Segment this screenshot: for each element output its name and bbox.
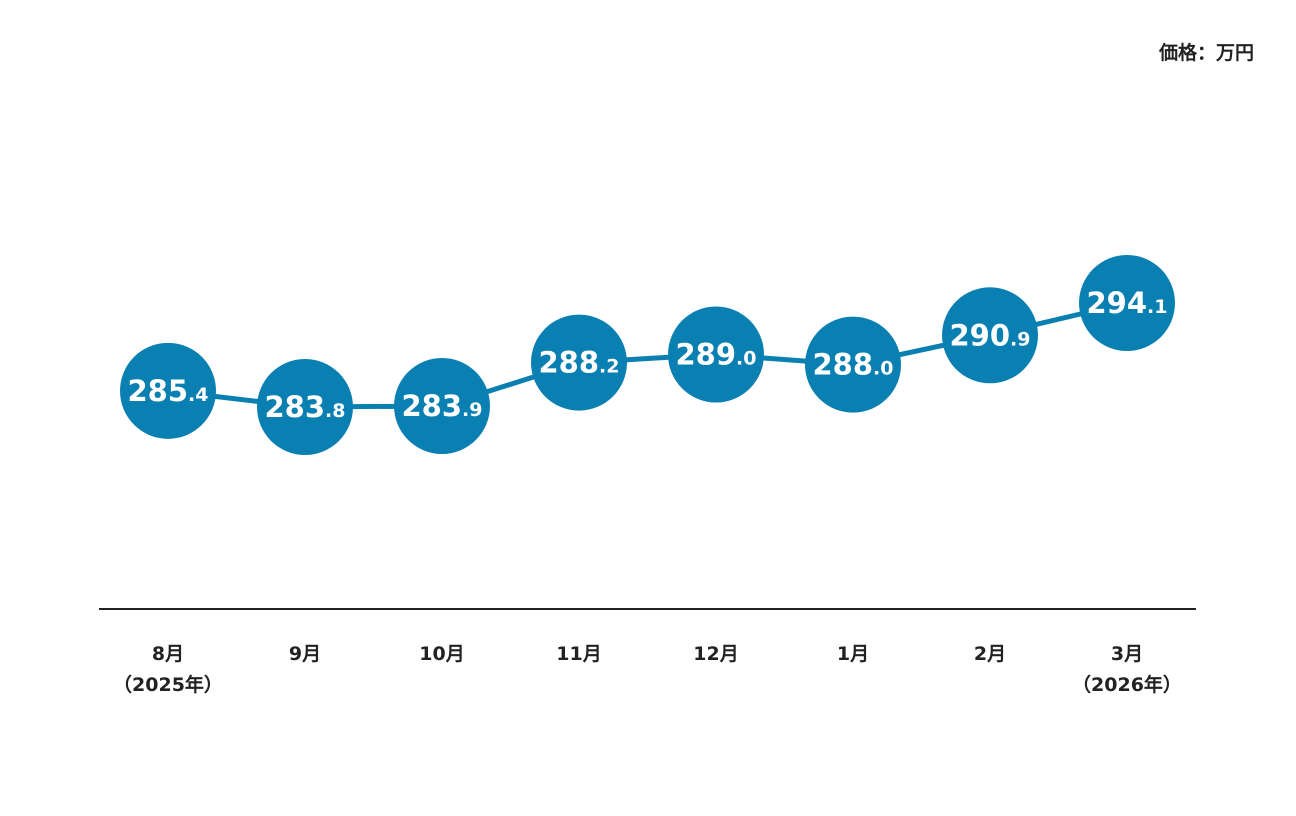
x-tick-label: 10月 <box>419 643 465 665</box>
x-tick-label: 1月 <box>836 643 870 665</box>
point <box>531 314 627 411</box>
value-label: 288.2 <box>539 346 620 380</box>
value-label: 288.0 <box>813 348 894 382</box>
point <box>805 316 901 413</box>
x-tick-label: 9月 <box>288 643 322 665</box>
x-tick-label: 8月 （2025年） <box>113 643 223 696</box>
value-label: 290.9 <box>950 318 1031 352</box>
x-tick-label: 3月 （2026年） <box>1072 643 1182 696</box>
point <box>120 342 216 439</box>
value-label: 283.8 <box>265 390 346 424</box>
point <box>942 287 1038 384</box>
x-tick-label: 11月 <box>556 643 602 665</box>
point <box>394 357 490 454</box>
x-tick-label: 2月 <box>973 643 1007 665</box>
value-label: 283.9 <box>402 389 483 423</box>
point <box>257 359 353 455</box>
point <box>1079 255 1175 351</box>
value-label: 294.1 <box>1087 286 1168 320</box>
value-label: 285.4 <box>128 374 209 408</box>
point <box>668 306 764 403</box>
x-tick-label: 12月 <box>693 643 739 665</box>
value-label: 289.0 <box>676 337 757 371</box>
unit-label: 価格：万円 <box>1158 42 1254 64</box>
